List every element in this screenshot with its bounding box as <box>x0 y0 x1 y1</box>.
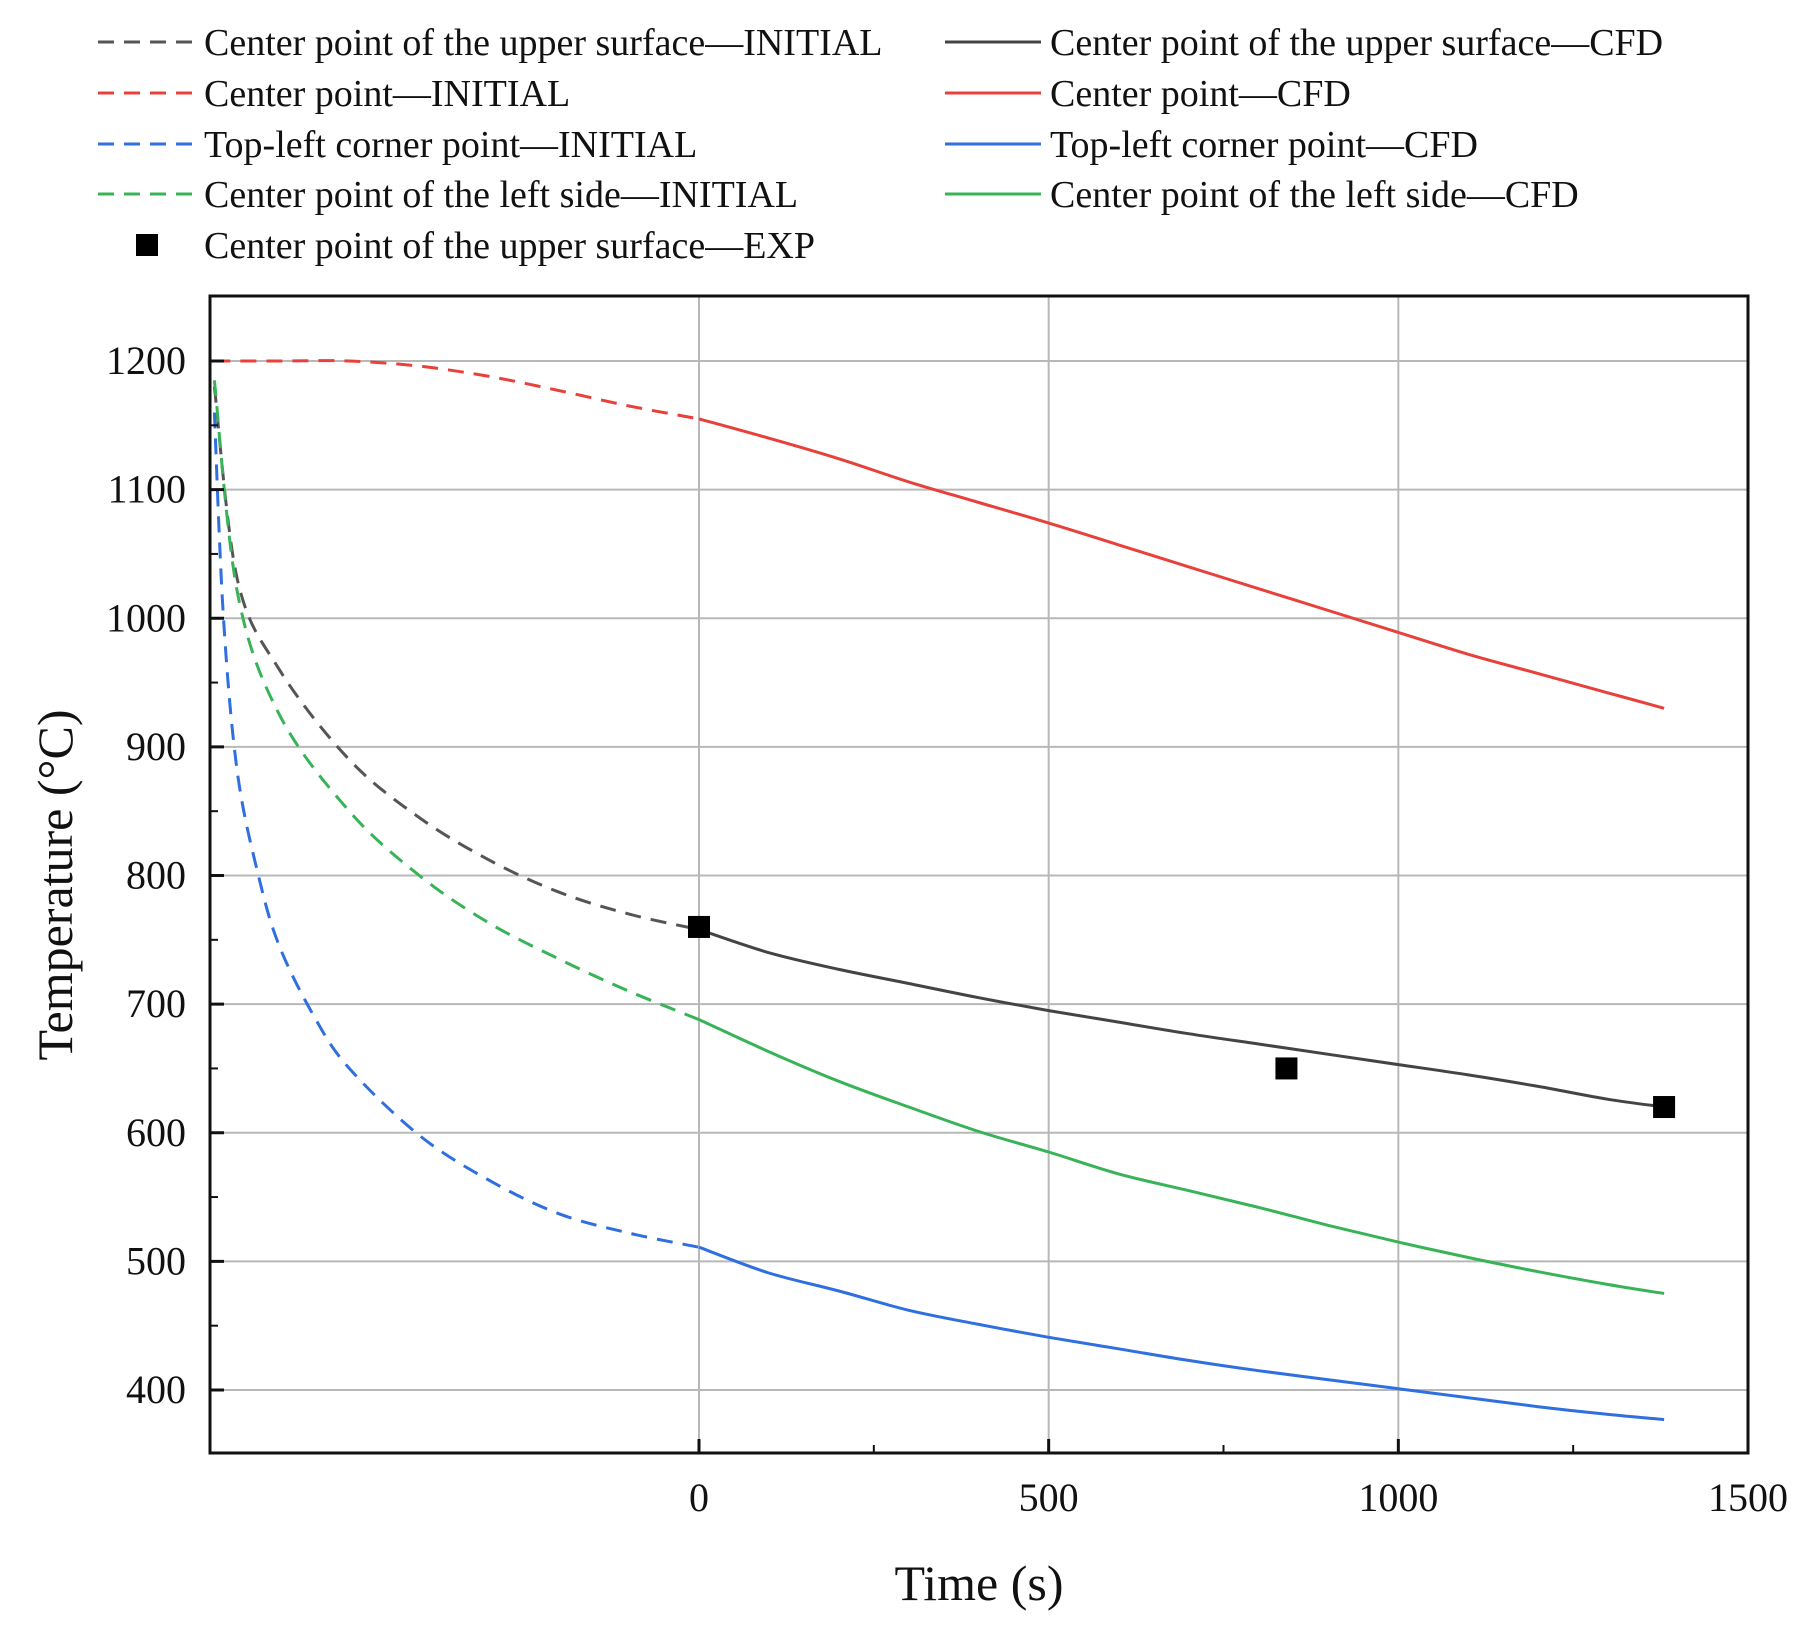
exp-data-point <box>1653 1096 1676 1119</box>
legend-entry-initial: Center point—INITIAL <box>204 73 570 115</box>
x-tick-label: 1000 <box>1358 1475 1438 1520</box>
x-tick-label: 1500 <box>1708 1475 1788 1520</box>
cfd-line-1 <box>698 928 1665 1109</box>
legend-entry-initial: Center point of the left side—INITIAL <box>204 174 798 216</box>
initial-line-2 <box>214 359 700 421</box>
initial-line-4 <box>212 412 700 1249</box>
y-tick-label: 500 <box>126 1238 186 1283</box>
legend-entry-cfd: Center point—CFD <box>1050 73 1351 115</box>
grid <box>210 296 1748 1453</box>
x-axis-title: Time (s) <box>894 1555 1063 1611</box>
cfd-line-7 <box>698 1018 1665 1295</box>
initial-line-0 <box>212 386 700 931</box>
x-tick-label: 0 <box>689 1475 709 1520</box>
series-lines <box>212 359 1665 1422</box>
exp-data-point <box>1275 1057 1298 1080</box>
exp-markers <box>688 915 1676 1119</box>
exp-data-point <box>688 915 710 938</box>
y-tick-label: 700 <box>126 981 186 1026</box>
cfd-line-3 <box>698 417 1665 710</box>
tick-labels: 0 500 1000 1500 400 500 600 700 800 900 1000 1100 12… <box>106 338 1788 1520</box>
y-tick-label: 1200 <box>106 338 186 383</box>
legend-entry-initial: Top-left corner point—INITIAL <box>204 124 697 166</box>
x-tick-label: 500 <box>1019 1475 1079 1520</box>
axis-ticks <box>210 359 1750 1453</box>
initial-line-6 <box>212 380 700 1021</box>
legend: Center point of the upper surface—INITIA… <box>98 22 1663 267</box>
legend-entry-cfd: Center point of the left side—CFD <box>1050 174 1579 216</box>
y-tick-label: 900 <box>126 724 186 769</box>
y-tick-label: 1100 <box>107 467 186 512</box>
y-tick-label: 400 <box>126 1367 186 1412</box>
y-tick-label: 800 <box>126 853 186 898</box>
legend-entry-initial: Center point of the upper surface—INITIA… <box>204 22 882 64</box>
y-tick-label: 600 <box>126 1110 186 1155</box>
legend-marker-square <box>136 234 158 256</box>
y-tick-label: 1000 <box>106 595 186 640</box>
legend-entry-cfd: Center point of the upper surface—CFD <box>1050 22 1663 64</box>
legend-entry-initial: Center point of the upper surface—EXP <box>204 225 815 267</box>
y-axis-title: Temperature (°C) <box>27 709 83 1060</box>
cfd-line-5 <box>698 1245 1665 1422</box>
legend-entry-cfd: Top-left corner point—CFD <box>1050 124 1478 166</box>
